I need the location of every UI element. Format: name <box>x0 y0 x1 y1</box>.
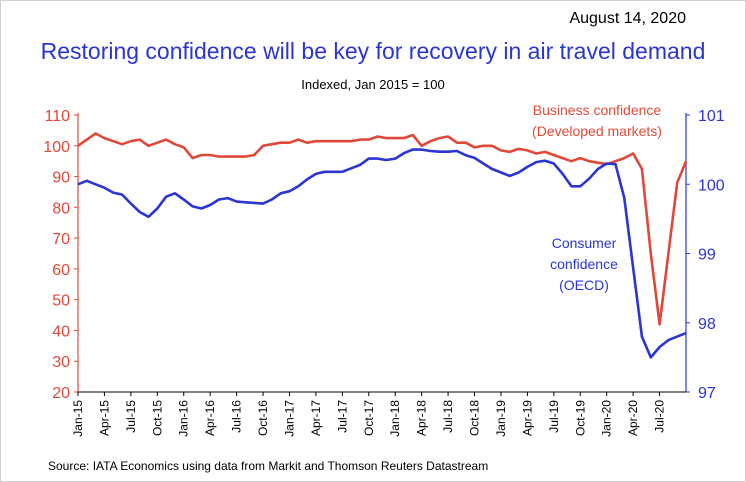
x-tick-label: Apr-20 <box>626 400 640 436</box>
x-tick-label: Jul-19 <box>547 400 561 433</box>
x-tick-label: Apr-18 <box>415 400 429 436</box>
report-date: August 14, 2020 <box>569 10 686 27</box>
x-tick-label: Apr-15 <box>97 400 111 436</box>
x-tick-label: Oct-19 <box>573 400 587 436</box>
x-tick-label: Jan-19 <box>494 400 508 437</box>
x-tick-label: Jan-16 <box>177 400 191 437</box>
left-tick-label: 20 <box>52 385 70 402</box>
x-tick-label: Jul-16 <box>230 400 244 433</box>
business-series-label: Business confidence <box>533 102 662 118</box>
source-note: Source: IATA Economics using data from M… <box>48 459 489 473</box>
left-tick-label: 50 <box>52 293 70 310</box>
x-tick-label: Oct-18 <box>468 400 482 436</box>
x-tick-label: Jul-20 <box>653 400 667 433</box>
right-tick-label: 99 <box>698 247 716 264</box>
consumer-confidence-line <box>77 148 687 359</box>
x-tick-label: Apr-19 <box>520 400 534 436</box>
x-tick-label: Jan-20 <box>600 400 614 437</box>
left-tick-label: 100 <box>43 139 70 156</box>
business-series-label: (Developed markets) <box>532 123 662 139</box>
left-tick-label: 30 <box>52 354 70 371</box>
chart-title: Restoring confidence will be key for rec… <box>40 38 706 64</box>
left-tick-label: 80 <box>52 200 70 217</box>
left-tick-label: 60 <box>52 262 70 279</box>
left-tick-label: 70 <box>52 231 70 248</box>
consumer-series-label: confidence <box>550 256 618 272</box>
left-tick-label: 40 <box>52 323 70 340</box>
x-tick-label: Jan-15 <box>71 400 85 437</box>
x-tick-label: Apr-16 <box>203 400 217 436</box>
chart-subtitle: Indexed, Jan 2015 = 100 <box>301 77 445 92</box>
x-tick-label: Jul-18 <box>441 400 455 433</box>
right-tick-label: 98 <box>698 316 716 333</box>
right-tick-label: 97 <box>698 385 716 402</box>
x-tick-label: Oct-15 <box>150 400 164 436</box>
consumer-series-label: Consumer <box>552 235 617 251</box>
consumer-series-label: (OECD) <box>559 277 609 293</box>
right-tick-label: 101 <box>698 108 725 125</box>
x-tick-label: Jan-17 <box>282 400 296 437</box>
x-tick-label: Jan-18 <box>388 400 402 437</box>
right-tick-label: 100 <box>698 177 725 194</box>
left-tick-label: 110 <box>44 108 70 125</box>
x-tick-label: Jul-17 <box>335 400 349 433</box>
x-tick-label: Oct-16 <box>256 400 270 436</box>
x-tick-label: Jul-15 <box>124 400 138 433</box>
x-tick-label: Oct-17 <box>362 400 376 436</box>
x-tick-label: Apr-17 <box>309 400 323 436</box>
business-confidence-line <box>77 132 688 326</box>
left-tick-label: 90 <box>52 170 70 187</box>
